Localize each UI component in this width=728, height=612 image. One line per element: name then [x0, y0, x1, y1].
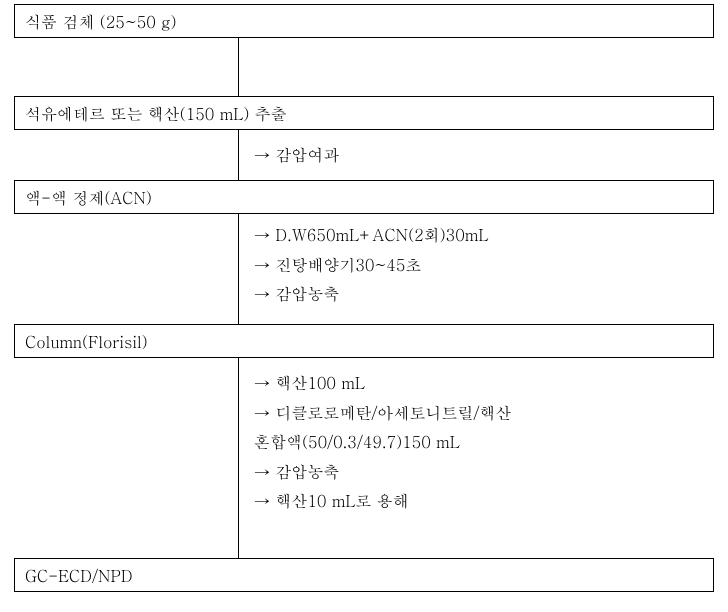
flow-annotation-acn: → D.W650mL+ACN(2회)30mL → 진탕배양기30~45초 → 감…	[254, 220, 714, 309]
flow-connector	[238, 214, 239, 324]
flow-box-label: 액-액 정제(ACN)	[25, 186, 152, 209]
flow-connector	[238, 358, 239, 558]
flow-box-extraction: 석유에테르 또는 핵산(150 mL) 추출	[14, 96, 714, 130]
flow-box-label: 식품 검체 (25~50 g)	[25, 10, 177, 33]
flow-annotation-florisil: → 핵산100 mL → 디클로로메탄/아세토니트릴/핵산 혼합액(50/0.3…	[254, 368, 714, 516]
flow-box-label: 석유에테르 또는 핵산(150 mL) 추출	[25, 102, 287, 125]
flow-box-liquid-liquid: 액-액 정제(ACN)	[14, 180, 714, 214]
flow-connector	[238, 38, 239, 96]
flow-annotation-filtration: → 감압여과	[254, 140, 714, 170]
flowchart-container: 식품 검체 (25~50 g) 석유에테르 또는 핵산(150 mL) 추출 →…	[0, 0, 728, 612]
flow-box-column: Column(Florisil)	[14, 324, 714, 358]
flow-box-sample: 식품 검체 (25~50 g)	[14, 4, 714, 38]
flow-box-gc: GC-ECD/NPD	[14, 558, 714, 592]
flow-box-label: GC-ECD/NPD	[25, 564, 133, 587]
flow-connector	[238, 130, 239, 180]
flow-box-label: Column(Florisil)	[25, 330, 148, 353]
